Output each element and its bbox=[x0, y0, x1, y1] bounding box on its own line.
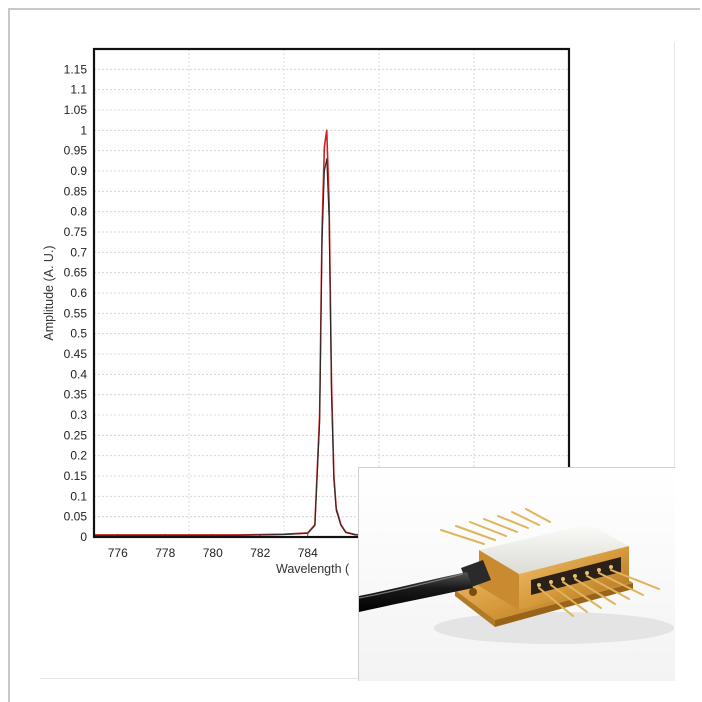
product-photo-inset bbox=[358, 467, 675, 681]
y-tick-label: 0.75 bbox=[64, 225, 88, 239]
y-tick-label: 1 bbox=[80, 123, 87, 137]
plot-border bbox=[92, 47, 571, 539]
series-line bbox=[94, 158, 569, 536]
y-tick-label: 0.45 bbox=[64, 347, 88, 361]
y-tick-label: 1.1 bbox=[70, 83, 87, 97]
y-tick-label: 1.15 bbox=[64, 62, 88, 76]
y-tick-label: 0.15 bbox=[64, 469, 88, 483]
y-tick-label: 0.2 bbox=[70, 449, 87, 463]
x-tick-label: 776 bbox=[108, 546, 128, 560]
y-tick-label: 0.95 bbox=[64, 144, 88, 158]
x-tick-label: 780 bbox=[203, 546, 223, 560]
content-panel bbox=[40, 42, 675, 679]
y-tick-label: 0.05 bbox=[64, 510, 88, 524]
y-tick-label: 0.85 bbox=[64, 184, 88, 198]
y-tick-labels: 0 0.05 0.1 0.15 0.2 0.25 0.3 0.35 0.4 0.45 0.5 0.55… bbox=[64, 62, 88, 544]
series-lines bbox=[94, 129, 569, 536]
y-tick-label: 0.3 bbox=[70, 408, 87, 422]
y-tick-label: 0.4 bbox=[70, 367, 87, 381]
y-tick-label: 0.25 bbox=[64, 428, 88, 442]
x-tick-labels: 77677878078278478 bbox=[108, 546, 318, 560]
y-tick-label: 0.7 bbox=[70, 245, 87, 259]
y-tick-label: 0.35 bbox=[64, 388, 88, 402]
y-tick-label: 0.55 bbox=[64, 306, 88, 320]
y-tick-label: 0.6 bbox=[70, 286, 87, 300]
x-tick-label: 782 bbox=[250, 546, 270, 560]
outer-frame bbox=[8, 8, 700, 702]
y-axis-title: Amplitude (A. U.) bbox=[42, 245, 56, 340]
y-tick-label: 0.1 bbox=[70, 489, 87, 503]
butterfly-laser-module-icon bbox=[359, 468, 675, 681]
y-tick-label: 0.9 bbox=[70, 164, 87, 178]
y-tick-label: 0.5 bbox=[70, 327, 87, 341]
y-tick-label: 0.65 bbox=[64, 266, 88, 280]
y-tick-label: 1.05 bbox=[64, 103, 88, 117]
x-tick-label: 784 bbox=[298, 546, 318, 560]
x-tick-label: 778 bbox=[155, 546, 175, 560]
y-tick-label: 0 bbox=[80, 530, 87, 544]
x-axis-title: Wavelength ( bbox=[276, 562, 350, 576]
y-tick-label: 0.8 bbox=[70, 205, 87, 219]
